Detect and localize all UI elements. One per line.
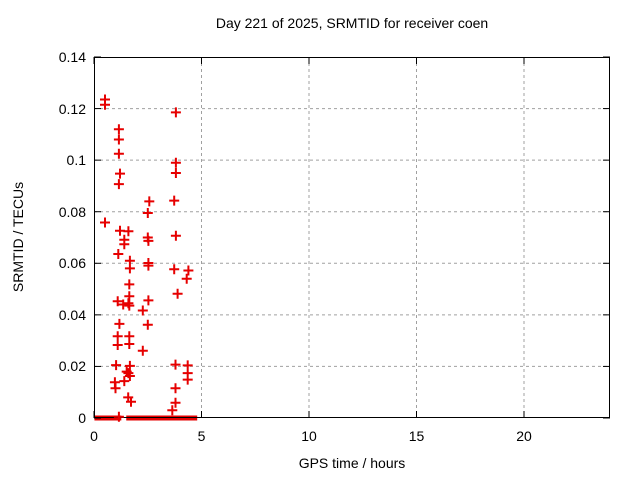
x-tick-label: 10	[301, 428, 317, 444]
y-tick-label: 0.12	[58, 100, 86, 117]
x-axis-label: GPS time / hours	[298, 455, 406, 471]
plot-canvas	[93, 56, 610, 422]
y-tick-label: 0	[78, 410, 86, 426]
y-tick-label: 0.08	[58, 203, 86, 220]
y-tick-label: 0.06	[58, 255, 86, 272]
y-tick-label: 0.02	[58, 358, 86, 375]
gridlines	[94, 57, 610, 418]
axis-ticks	[93, 56, 610, 419]
x-tick-label: 15	[408, 428, 425, 444]
y-tick-label: 0.14	[58, 49, 86, 65]
x-tick-label: 0	[90, 428, 98, 444]
plot-area	[93, 56, 610, 422]
y-tick-label: 0.1	[66, 152, 86, 169]
plot-border	[94, 57, 610, 418]
y-axis-label: SRMTID / TECUs	[10, 181, 26, 293]
chart-title: Day 221 of 2025, SRMTID for receiver coe…	[215, 15, 489, 31]
x-tick-label: 5	[197, 428, 206, 444]
scatter-markers	[100, 94, 194, 422]
y-tick-label: 0.04	[58, 306, 86, 323]
x-tick-label: 20	[516, 428, 532, 444]
